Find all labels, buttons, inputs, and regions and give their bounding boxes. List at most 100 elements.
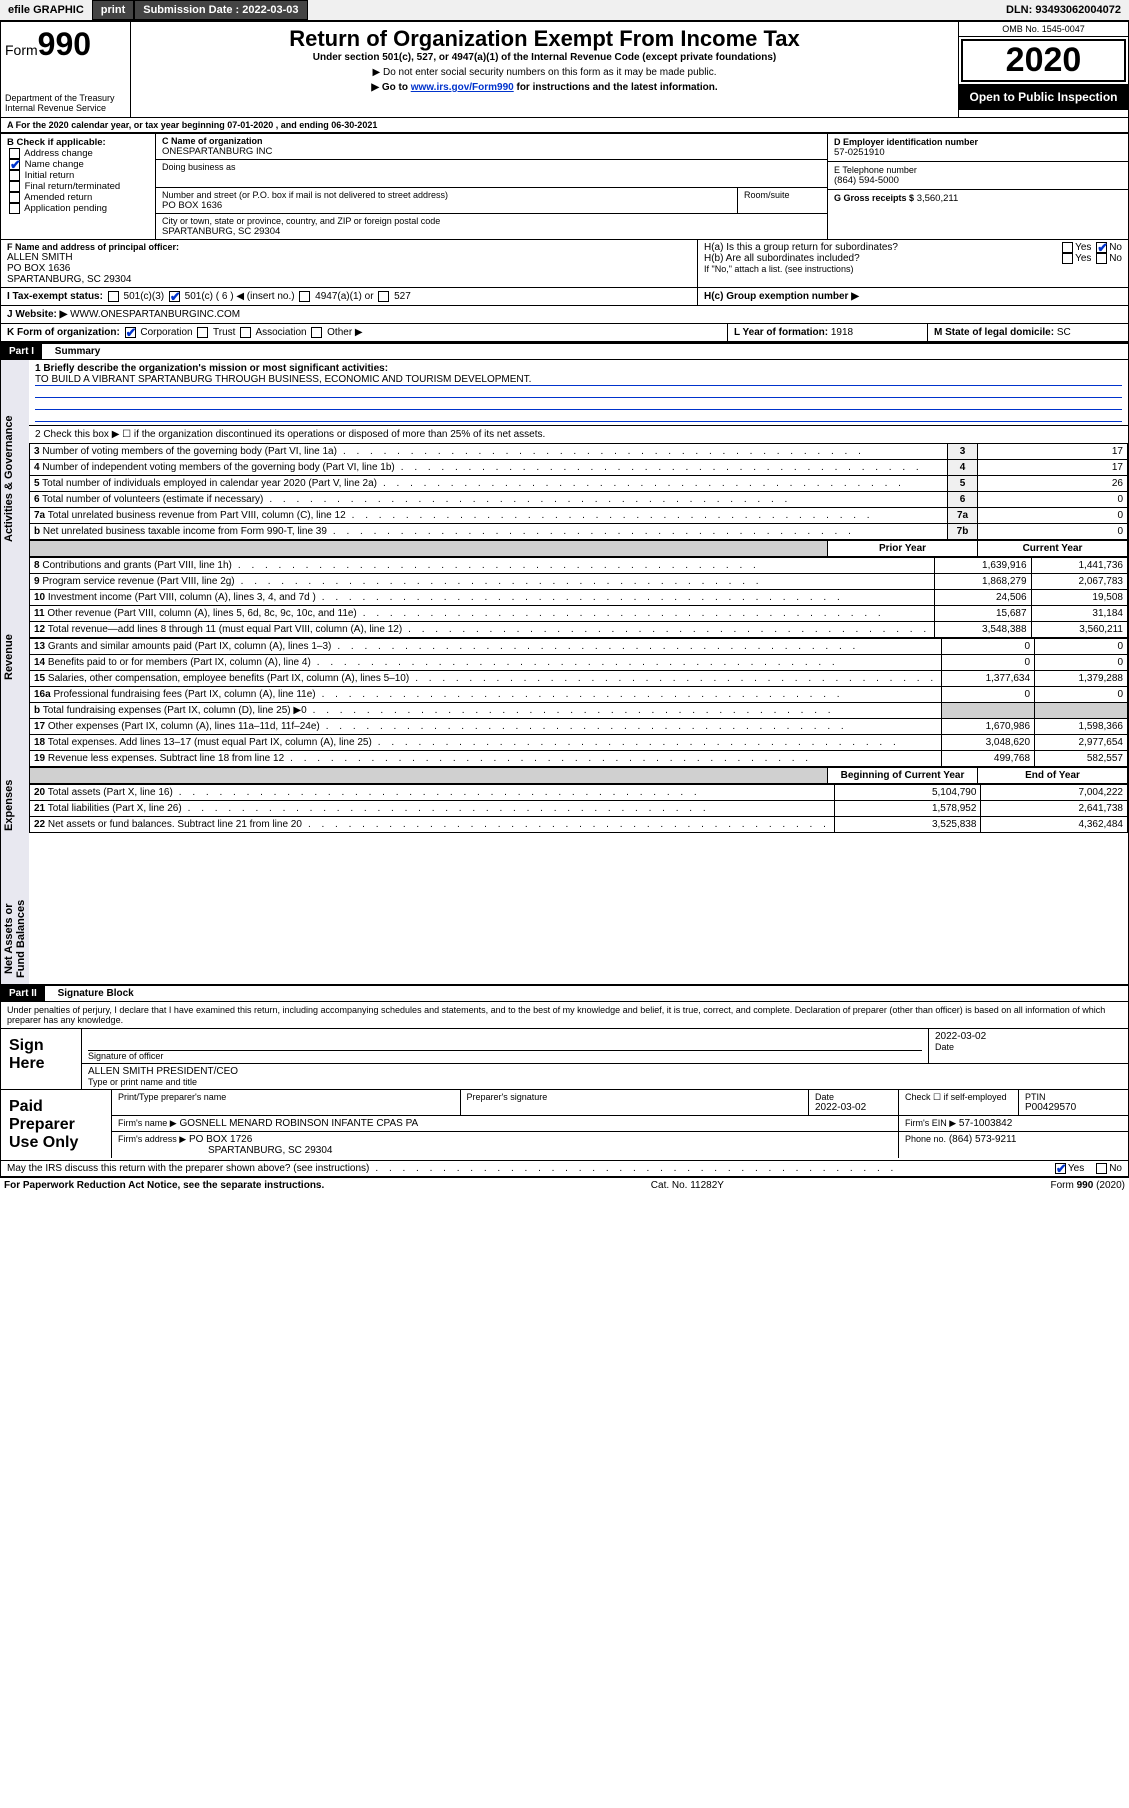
- row-curr: 19,508: [1031, 590, 1127, 606]
- i-hc-row: I Tax-exempt status: 501(c)(3) 501(c) ( …: [0, 288, 1129, 306]
- 501c3-checkbox[interactable]: [108, 291, 119, 302]
- row-desc: 16a Professional fundraising fees (Part …: [34, 689, 316, 700]
- other-label: Other ▶: [327, 327, 362, 338]
- 501c-checkbox[interactable]: [169, 291, 180, 302]
- app-pending-label: Application pending: [24, 203, 107, 214]
- sign-block: Sign Here Signature of officer 2022-03-0…: [0, 1029, 1129, 1090]
- row-desc: 11 Other revenue (Part VIII, column (A),…: [34, 608, 357, 619]
- firm-ein-label: Firm's EIN ▶: [905, 1118, 956, 1128]
- prep-sig-label: Preparer's signature: [460, 1090, 809, 1115]
- row-dots: [173, 787, 830, 798]
- website-value: WWW.ONESPARTANBURGINC.COM: [70, 309, 240, 320]
- table-row: 16a Professional fundraising fees (Part …: [30, 687, 1128, 703]
- hb-no-checkbox[interactable]: [1096, 253, 1107, 264]
- final-return-checkbox[interactable]: [9, 181, 20, 192]
- row-desc: 22 Net assets or fund balances. Subtract…: [34, 819, 302, 830]
- discuss-no-checkbox[interactable]: [1096, 1163, 1107, 1174]
- row-prior: 1,670,986: [942, 719, 1035, 735]
- discuss-text: May the IRS discuss this return with the…: [7, 1163, 369, 1174]
- cat-no: Cat. No. 11282Y: [651, 1180, 724, 1191]
- row-prior: 3,525,838: [834, 817, 981, 833]
- part2-badge: Part II: [1, 986, 45, 1001]
- row-curr: 7,004,222: [981, 785, 1128, 801]
- table-row: 22 Net assets or fund balances. Subtract…: [30, 817, 1128, 833]
- sign-date: 2022-03-02: [935, 1031, 1122, 1042]
- footer: For Paperwork Reduction Act Notice, see …: [0, 1177, 1129, 1193]
- assoc-checkbox[interactable]: [240, 327, 251, 338]
- state-domicile: SC: [1057, 327, 1071, 338]
- f-label: F Name and address of principal officer:: [7, 242, 691, 252]
- row-desc: b Total fundraising expenses (Part IX, c…: [34, 705, 307, 716]
- hb-yes-checkbox[interactable]: [1062, 253, 1073, 264]
- firm-name: GOSNELL MENARD ROBINSON INFANTE CPAS PA: [179, 1118, 418, 1129]
- trust-checkbox[interactable]: [197, 327, 208, 338]
- initial-return-label: Initial return: [25, 170, 75, 181]
- discuss-yes-checkbox[interactable]: [1055, 1163, 1066, 1174]
- initial-return-checkbox[interactable]: [9, 170, 20, 181]
- section-b: B Check if applicable: Address change Na…: [1, 134, 156, 239]
- table-row: 13 Grants and similar amounts paid (Part…: [30, 639, 1128, 655]
- row-desc: 8 Contributions and grants (Part VIII, l…: [34, 560, 232, 571]
- row-curr: 2,067,783: [1031, 574, 1127, 590]
- prior-header: Prior Year: [828, 541, 978, 557]
- section-deg: D Employer identification number 57-0251…: [828, 134, 1128, 239]
- row-dots: [402, 624, 930, 635]
- section-gov-label: Activities & Governance: [1, 360, 29, 598]
- org-info-grid: B Check if applicable: Address change Na…: [0, 133, 1129, 240]
- app-pending-checkbox[interactable]: [9, 203, 20, 214]
- ein-value: 57-0251910: [834, 147, 1122, 158]
- tax-year: 2020: [961, 39, 1126, 82]
- corp-checkbox[interactable]: [125, 327, 136, 338]
- j-row: J Website: ▶ WWW.ONESPARTANBURGINC.COM: [0, 306, 1129, 324]
- sign-date-label: Date: [935, 1042, 1122, 1052]
- street-label: Number and street (or P.O. box if mail i…: [162, 190, 731, 200]
- row-desc: 9 Program service revenue (Part VIII, li…: [34, 576, 235, 587]
- phone-value: (864) 594-5000: [834, 175, 1122, 186]
- row-prior: 0: [942, 655, 1035, 671]
- row-dots: [235, 576, 930, 587]
- paid-preparer-block: Paid Preparer Use Only Print/Type prepar…: [0, 1090, 1129, 1161]
- mission-blank-1: [35, 386, 1122, 398]
- rev-table: 8 Contributions and grants (Part VIII, l…: [29, 557, 1128, 638]
- gross-receipts: 3,560,211: [917, 193, 959, 204]
- section-c: C Name of organization ONESPARTANBURG IN…: [156, 134, 828, 239]
- row-desc: 19 Revenue less expenses. Subtract line …: [34, 753, 284, 764]
- row-prior: 1,578,952: [834, 801, 981, 817]
- table-row: 5 Total number of individuals employed i…: [30, 476, 1128, 492]
- other-checkbox[interactable]: [311, 327, 322, 338]
- 4947-checkbox[interactable]: [299, 291, 310, 302]
- header-line-1: ▶ Do not enter social security numbers o…: [135, 67, 954, 78]
- hb-note: If "No," attach a list. (see instruction…: [704, 264, 1122, 274]
- officer-signature-line[interactable]: [88, 1031, 922, 1051]
- row-box: 5: [948, 476, 978, 492]
- room-label: Room/suite: [737, 188, 827, 213]
- irs-link[interactable]: www.irs.gov/Form990: [411, 82, 514, 93]
- name-change-checkbox[interactable]: [9, 159, 20, 170]
- row-prior: 24,506: [935, 590, 1031, 606]
- discuss-yes: Yes: [1068, 1163, 1084, 1174]
- goto-post: for instructions and the latest informat…: [514, 82, 718, 93]
- submission-date-button[interactable]: Submission Date : 2022-03-03: [134, 0, 307, 20]
- j-label: J Website: ▶: [7, 309, 67, 320]
- hc-label: H(c) Group exemption number ▶: [704, 291, 859, 302]
- city-label: City or town, state or province, country…: [162, 216, 821, 226]
- 527-checkbox[interactable]: [378, 291, 389, 302]
- sign-here-label: Sign Here: [1, 1029, 81, 1089]
- amended-checkbox[interactable]: [9, 192, 20, 203]
- ha-yes-checkbox[interactable]: [1062, 242, 1073, 253]
- firm-addr-label: Firm's address ▶: [118, 1134, 186, 1144]
- firm-phone-label: Phone no.: [905, 1134, 946, 1144]
- row-val: 0: [978, 524, 1128, 540]
- table-row: 3 Number of voting members of the govern…: [30, 444, 1128, 460]
- ha-no-checkbox[interactable]: [1096, 242, 1107, 253]
- firm-phone: (864) 573-9211: [949, 1134, 1017, 1145]
- part2-header-row: Part II Signature Block: [0, 984, 1129, 1002]
- print-button[interactable]: print: [92, 0, 134, 20]
- row-box: 6: [948, 492, 978, 508]
- part1-header-row: Part I Summary: [0, 342, 1129, 360]
- row-val: 17: [978, 460, 1128, 476]
- row-val: 0: [978, 492, 1128, 508]
- row-desc: 20 Total assets (Part X, line 16): [34, 787, 173, 798]
- row-curr: 2,641,738: [981, 801, 1128, 817]
- section-rev-label: Revenue: [1, 598, 29, 716]
